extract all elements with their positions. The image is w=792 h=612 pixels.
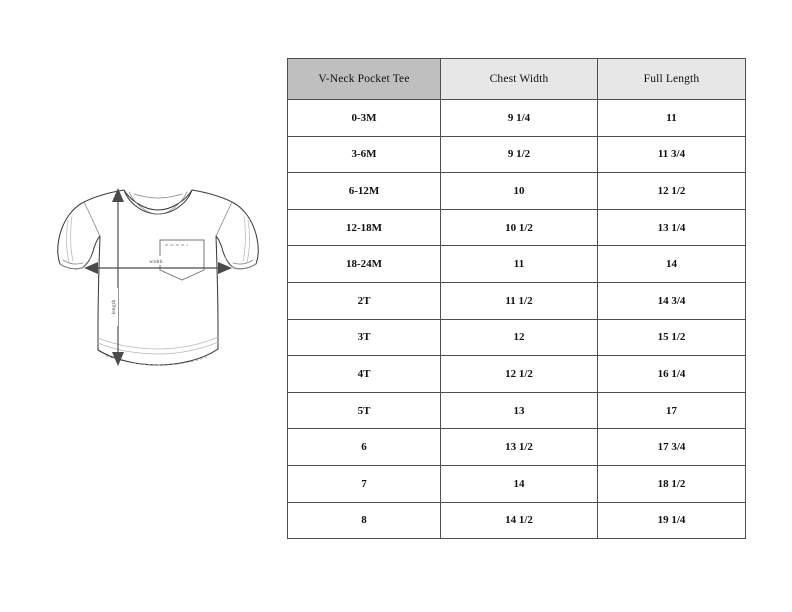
shirttail-hem [97,336,219,366]
table-row: 7 14 18 1/2 [287,464,746,503]
table-row: 6-12M 10 12 1/2 [287,172,746,210]
table-row: 2T 11 1/2 14 3/4 [287,281,746,320]
cell-size: 4T [287,355,441,393]
cell-size: 3T [287,318,441,357]
cell-chest: 13 1/2 [440,428,598,466]
cell-chest: 10 [440,172,598,210]
cell-length: 18 1/2 [597,464,746,503]
cell-chest: 14 [440,464,598,503]
cell-chest: 10 1/2 [440,208,598,247]
cell-chest: 11 1/2 [440,281,598,320]
cell-length: 17 [597,391,746,430]
cell-length: 11 [597,99,746,137]
width-measurement: width [84,256,232,274]
cell-length: 14 [597,245,746,283]
table-row: 8 14 1/2 19 1/4 [287,501,746,540]
cell-chest: 14 1/2 [440,501,598,540]
table-row: 5T 13 17 [287,391,746,430]
length-measurement: length [109,188,124,366]
cell-length: 17 3/4 [597,428,746,466]
cell-size: 18-24M [287,245,441,283]
length-label: length [111,299,117,314]
tee-body-outline [57,189,259,366]
v-neckline [123,189,193,215]
size-chart-header: V-Neck Pocket Tee Chest Width Full Lengt… [287,58,746,100]
cell-size: 2T [287,281,441,320]
column-header-size: V-Neck Pocket Tee [287,58,441,100]
armhole-seams [83,201,233,237]
cell-size: 12-18M [287,208,441,247]
column-header-chest: Chest Width [440,58,598,100]
cell-length: 16 1/4 [597,355,746,393]
table-row: 18-24M 11 14 [287,245,746,283]
cell-size: 5T [287,391,441,430]
cell-length: 14 3/4 [597,281,746,320]
header-row: V-Neck Pocket Tee Chest Width Full Lengt… [287,58,746,100]
table-row: 3-6M 9 1/2 11 3/4 [287,135,746,174]
cell-size: 7 [287,464,441,503]
cell-chest: 12 [440,318,598,357]
cell-chest: 11 [440,245,598,283]
cell-length: 13 1/4 [597,208,746,247]
sleeve-hems [59,215,257,270]
cell-size: 6 [287,428,441,466]
table-row: 0-3M 9 1/4 11 [287,99,746,137]
table-row: 12-18M 10 1/2 13 1/4 [287,208,746,247]
width-label: width [149,259,163,265]
cell-size: 8 [287,501,441,540]
size-chart-table: V-Neck Pocket Tee Chest Width Full Lengt… [287,58,746,540]
cell-size: 6-12M [287,172,441,210]
size-chart-body: 0-3M 9 1/4 11 3-6M 9 1/2 11 3/4 6-12M 10… [287,99,746,540]
cell-chest: 9 1/2 [440,135,598,174]
cell-size: 3-6M [287,135,441,174]
cell-length: 11 3/4 [597,135,746,174]
table-row: 6 13 1/2 17 3/4 [287,428,746,466]
cell-size: 0-3M [287,99,441,137]
cell-length: 15 1/2 [597,318,746,357]
cell-length: 12 1/2 [597,172,746,210]
tee-sketch-svg: width length [57,188,259,366]
garment-illustration: width length [38,168,274,390]
column-header-length: Full Length [597,58,746,100]
table-row: 3T 12 15 1/2 [287,318,746,357]
cell-chest: 9 1/4 [440,99,598,137]
cell-chest: 13 [440,391,598,430]
cell-chest: 12 1/2 [440,355,598,393]
cell-length: 19 1/4 [597,501,746,540]
table-row: 4T 12 1/2 16 1/4 [287,355,746,393]
